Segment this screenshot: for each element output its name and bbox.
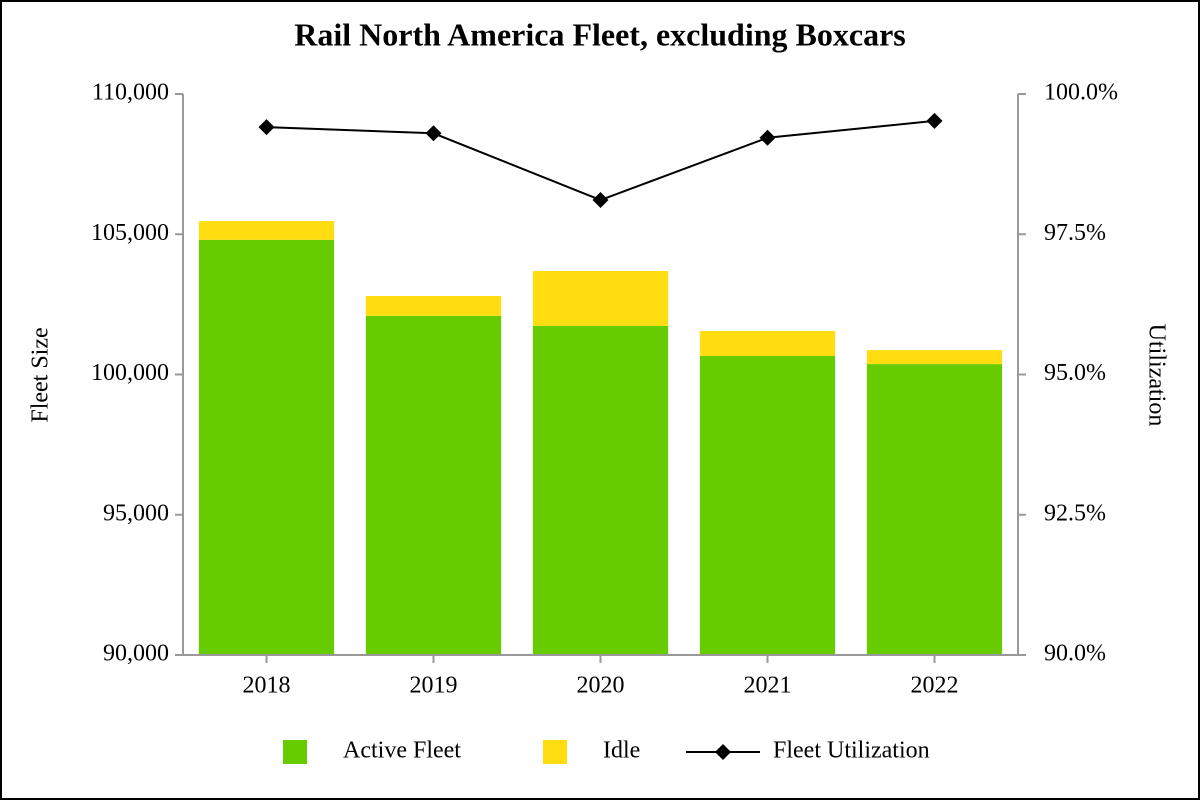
line-marker	[926, 112, 943, 129]
legend-marker	[715, 744, 731, 760]
x-tick-label: 2018	[243, 673, 291, 699]
y2-tick-label: 90.0%	[1044, 641, 1106, 667]
y-axis-title: Fleet Size	[28, 327, 54, 422]
bar-segment	[365, 295, 502, 316]
y2-tick-label: 97.5%	[1044, 220, 1106, 246]
line-marker	[425, 125, 442, 142]
line-marker	[759, 129, 776, 146]
bar-segment	[365, 315, 502, 655]
y2-tick-label: 92.5%	[1044, 500, 1106, 526]
y2-tick-label: 100.0%	[1044, 80, 1118, 106]
x-tick-label: 2019	[410, 673, 458, 699]
bar-segment	[866, 350, 1003, 365]
bar-segment	[699, 331, 836, 356]
bar-segment	[198, 221, 335, 240]
chart-title: Rail North America Fleet, excluding Boxc…	[294, 16, 905, 52]
x-tick-label: 2022	[911, 673, 959, 699]
x-tick-label: 2021	[744, 673, 792, 699]
y2-tick-label: 95.0%	[1044, 360, 1106, 386]
bar-segment	[532, 270, 669, 326]
y-tick-label: 100,000	[91, 360, 169, 386]
bar-segment	[866, 364, 1003, 655]
legend-swatch	[283, 740, 307, 764]
line-marker	[258, 119, 275, 136]
legend-label: Idle	[603, 738, 640, 764]
y-tick-label: 95,000	[103, 500, 169, 526]
bar-segment	[532, 325, 669, 655]
y-tick-label: 105,000	[91, 220, 169, 246]
bar-segment	[699, 355, 836, 655]
legend-swatch	[543, 740, 567, 764]
y-tick-label: 110,000	[92, 80, 169, 106]
line-marker	[592, 192, 609, 209]
x-tick-label: 2020	[577, 673, 625, 699]
y-tick-label: 90,000	[103, 641, 169, 667]
legend-label: Fleet Utilization	[773, 738, 930, 764]
y2-axis-title: Utilization	[1143, 324, 1169, 427]
legend-label: Active Fleet	[343, 738, 461, 764]
bar-segment	[198, 239, 335, 656]
